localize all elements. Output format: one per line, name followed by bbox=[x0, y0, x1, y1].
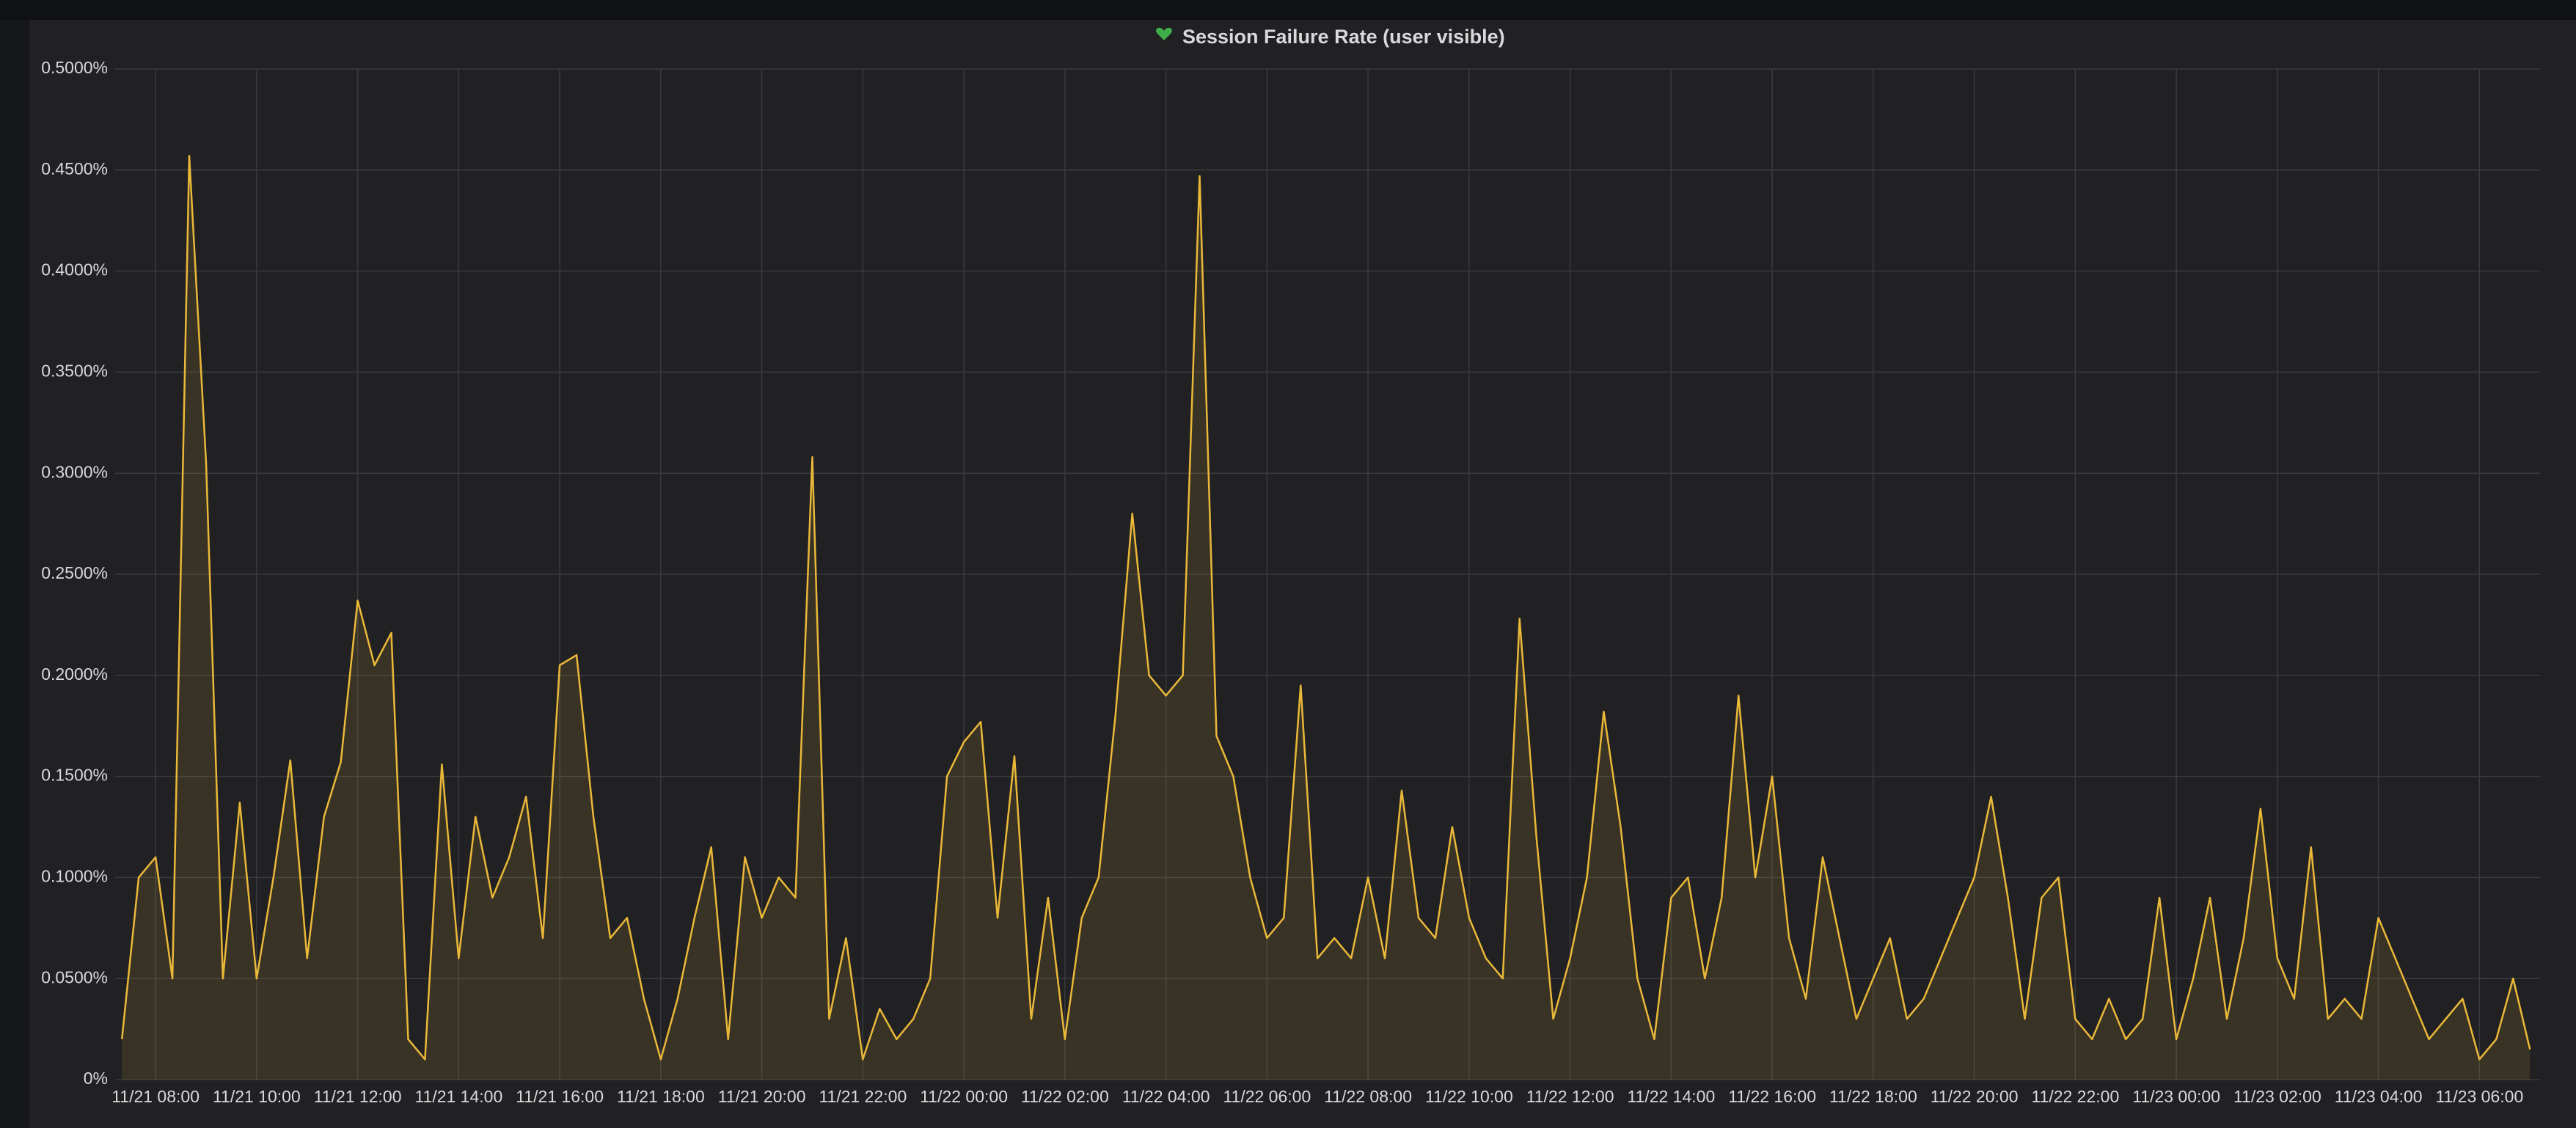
x-tick-label: 11/21 10:00 bbox=[213, 1087, 301, 1106]
y-tick-label: 0.1500% bbox=[41, 766, 108, 785]
x-tick-label: 11/21 12:00 bbox=[314, 1087, 402, 1106]
x-tick-label: 11/22 06:00 bbox=[1223, 1087, 1311, 1106]
y-tick-label: 0.1000% bbox=[41, 866, 108, 885]
x-tick-label: 11/22 18:00 bbox=[1829, 1087, 1917, 1106]
x-tick-label: 11/23 04:00 bbox=[2335, 1087, 2423, 1106]
x-tick-label: 11/21 16:00 bbox=[516, 1087, 604, 1106]
y-tick-label: 0.2500% bbox=[41, 563, 108, 582]
y-tick-label: 0.3000% bbox=[41, 462, 108, 481]
x-tick-label: 11/22 12:00 bbox=[1526, 1087, 1614, 1106]
x-tick-label: 11/22 20:00 bbox=[1931, 1087, 2019, 1106]
x-tick-label: 11/21 20:00 bbox=[718, 1087, 806, 1106]
y-tick-label: 0.4000% bbox=[41, 260, 108, 279]
x-tick-label: 11/22 10:00 bbox=[1425, 1087, 1513, 1106]
x-tick-label: 11/22 00:00 bbox=[920, 1087, 1008, 1106]
y-tick-label: 0.5000% bbox=[41, 58, 108, 77]
top-bar bbox=[0, 0, 2576, 20]
y-tick-label: 0.0500% bbox=[41, 967, 108, 986]
x-tick-label: 11/21 18:00 bbox=[617, 1087, 705, 1106]
x-tick-label: 11/21 14:00 bbox=[414, 1087, 502, 1106]
x-tick-label: 11/22 22:00 bbox=[2031, 1087, 2119, 1106]
y-tick-label: 0.4500% bbox=[41, 159, 108, 178]
health-icon bbox=[1156, 27, 1172, 40]
x-tick-label: 11/23 02:00 bbox=[2233, 1087, 2321, 1106]
x-tick-label: 11/22 16:00 bbox=[1728, 1087, 1816, 1106]
y-tick-label: 0.2000% bbox=[41, 664, 108, 684]
chart-title: Session Failure Rate (user visible) bbox=[1182, 26, 1505, 48]
y-tick-label: 0.3500% bbox=[41, 361, 108, 380]
series-line bbox=[120, 155, 2531, 1061]
x-tick-label: 11/22 02:00 bbox=[1021, 1087, 1109, 1106]
y-tick-label: 0% bbox=[84, 1069, 108, 1088]
x-tick-label: 11/21 22:00 bbox=[819, 1087, 907, 1106]
x-tick-label: 11/21 08:00 bbox=[111, 1087, 200, 1106]
x-tick-label: 11/22 08:00 bbox=[1324, 1087, 1412, 1106]
x-tick-label: 11/22 04:00 bbox=[1122, 1087, 1210, 1106]
x-tick-label: 11/22 14:00 bbox=[1627, 1087, 1715, 1106]
x-tick-label: 11/23 06:00 bbox=[2435, 1087, 2523, 1106]
x-tick-label: 11/23 00:00 bbox=[2132, 1087, 2220, 1106]
